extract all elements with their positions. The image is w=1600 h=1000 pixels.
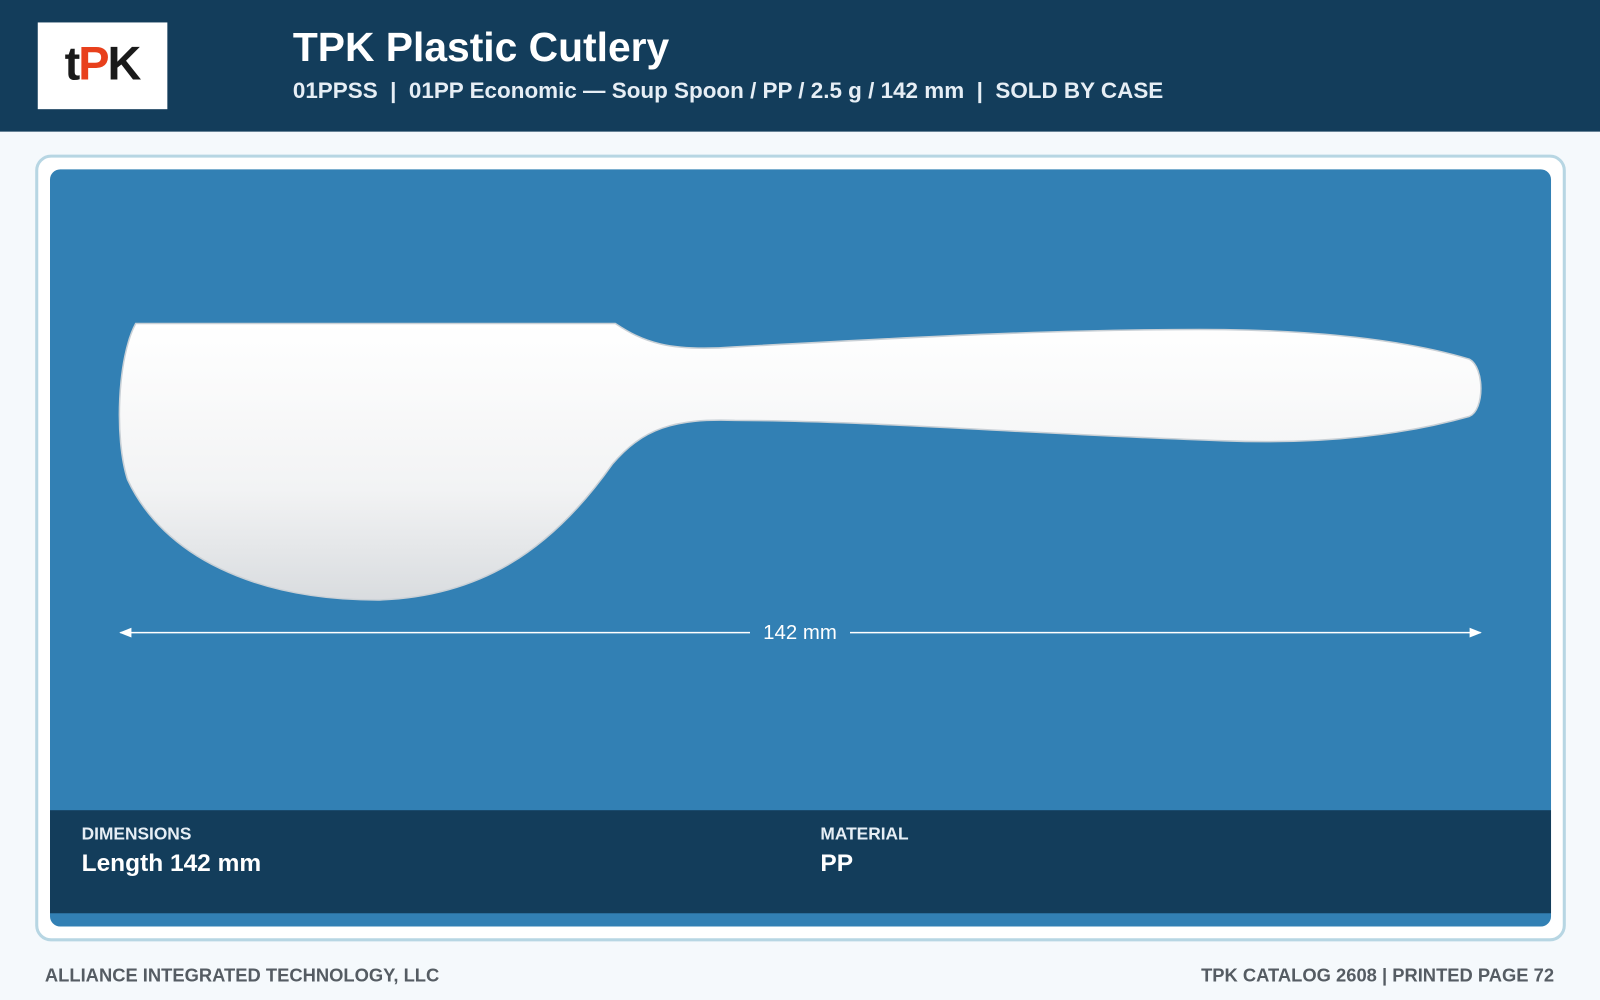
footer-right: TPK CATALOG 2608 | PRINTED PAGE 72	[1201, 964, 1554, 985]
spec-value: PP	[820, 850, 853, 877]
title: TPK Plastic Cutlery	[293, 24, 670, 70]
logo-t: t	[65, 38, 81, 90]
logo-box	[37, 22, 168, 110]
logo: tPK	[65, 38, 142, 90]
subtitle: 01PPSS | 01PP Economic — Soup Spoon / PP…	[293, 78, 1163, 103]
spec-bar	[50, 810, 1552, 914]
logo-p: P	[78, 38, 108, 90]
spec-label: MATERIAL	[820, 823, 909, 843]
spec-value: Length 142 mm	[82, 850, 261, 877]
logo-k: K	[108, 38, 142, 90]
spec-label: DIMENSIONS	[82, 823, 192, 843]
footer-left: ALLIANCE INTEGRATED TECHNOLOGY, LLC	[45, 964, 439, 985]
dimension-label: 142 mm	[763, 622, 837, 644]
spoon-image	[118, 322, 1482, 601]
header-bar	[0, 0, 1600, 132]
